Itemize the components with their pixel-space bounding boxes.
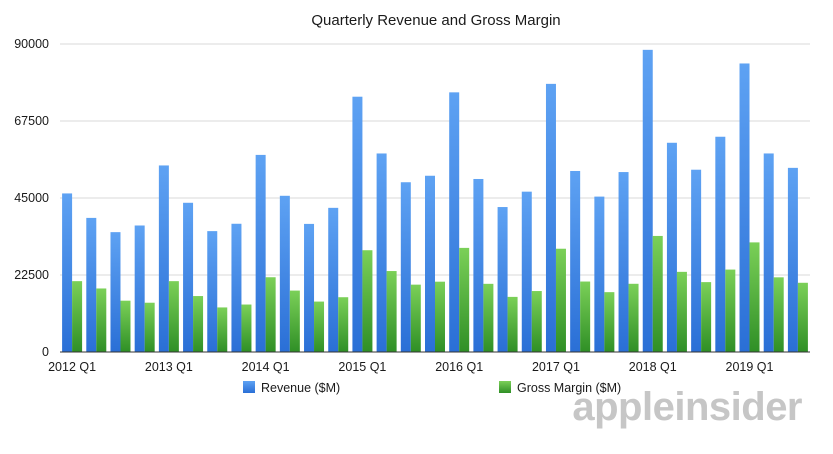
chart-title: Quarterly Revenue and Gross Margin [311,12,560,29]
x-tick-label: 2016 Q1 [435,360,483,374]
bar [555,248,566,352]
x-tick-label: 2014 Q1 [242,360,290,374]
bar [676,271,687,352]
bar [642,49,653,352]
y-tick-label: 90000 [14,37,49,51]
bar [86,217,97,352]
bar [96,288,107,352]
bar [449,92,460,353]
bar [231,223,242,352]
bar [580,281,591,352]
legend-item: Gross Margin ($M) [499,381,621,395]
bar [386,271,397,352]
legend-label: Gross Margin ($M) [517,381,621,395]
bar [797,282,808,352]
bar [410,284,421,352]
x-tick-label: 2018 Q1 [629,360,677,374]
y-tick-label: 67500 [14,114,49,128]
bar [144,302,155,352]
legend-swatch [499,381,511,393]
series-gross-margin [72,235,808,352]
bar [763,153,774,352]
bar [666,142,677,352]
bar [352,96,363,352]
bar [459,247,470,352]
bar [120,300,131,352]
x-tick-label: 2017 Q1 [532,360,580,374]
y-tick-label: 45000 [14,191,49,205]
bar [787,167,798,352]
legend-label: Revenue ($M) [261,381,340,395]
bar [110,232,121,352]
legend-swatch [243,381,255,393]
bar [304,223,315,352]
bar [72,281,83,352]
bar [497,207,508,352]
x-tick-label: 2019 Q1 [726,360,774,374]
bar [739,63,750,352]
bar [255,154,266,352]
bar [314,301,325,352]
x-tick-label: 2012 Q1 [48,360,96,374]
y-tick-label: 22500 [14,268,49,282]
bar [652,235,663,352]
bar [725,269,736,352]
bar [507,296,518,352]
x-tick-label: 2015 Q1 [338,360,386,374]
series-revenue [62,49,798,353]
x-tick-label: 2013 Q1 [145,360,193,374]
bar [279,195,290,352]
x-axis-ticks: 2012 Q1 2013 Q1 2014 Q1 2015 Q1 2016 Q1 2017 … [48,360,773,374]
legend-item: Revenue ($M) [243,381,340,395]
bar [604,292,615,352]
bar [521,191,532,352]
bar [217,307,228,352]
bar [328,207,339,352]
y-tick-label: 0 [42,345,49,359]
watermark-logo: appleinsider [572,385,802,429]
bar [531,291,542,352]
bar [207,231,218,352]
bar [473,178,484,352]
bar [134,225,145,352]
bar [289,290,300,352]
bar [715,136,726,352]
bar [435,281,445,352]
bar [362,250,373,352]
bar [570,170,581,352]
bar [594,196,605,352]
bar [483,283,494,352]
bar [168,281,179,352]
bar [749,242,760,352]
bar [400,182,411,352]
bar [701,282,712,352]
bar [158,165,169,352]
bar [338,297,349,352]
bar [618,172,629,352]
bars [62,49,808,353]
bar [265,277,276,352]
legend: Revenue ($M) Gross Margin ($M) [243,381,621,395]
bar [545,83,556,352]
bar [193,296,204,352]
bar [773,277,784,352]
bar [62,193,73,352]
bar [241,304,252,352]
bar [376,153,387,352]
y-axis-ticks: 0 22500 45000 67500 90000 [14,37,49,359]
bar [628,283,639,352]
bar [691,169,702,352]
bar [425,175,435,352]
bar [183,202,194,352]
